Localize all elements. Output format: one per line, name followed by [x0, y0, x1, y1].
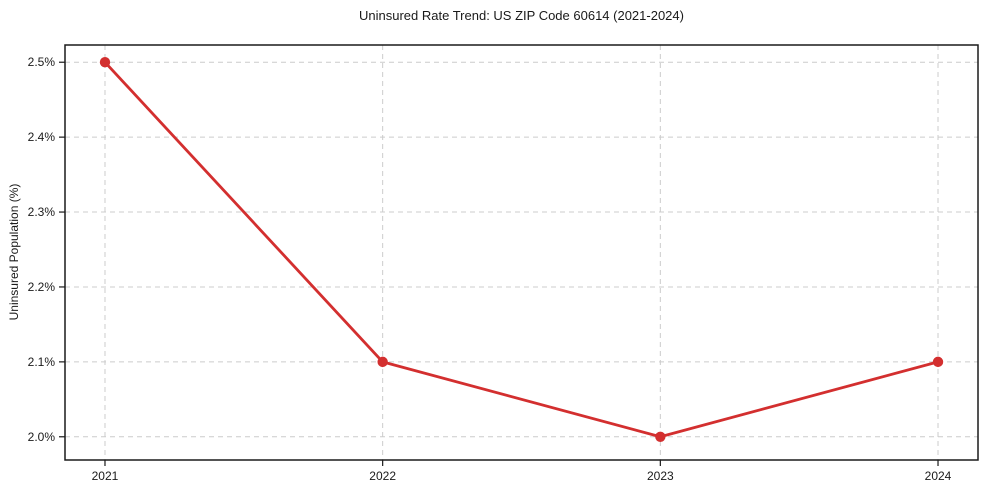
chart-title: Uninsured Rate Trend: US ZIP Code 60614 … — [359, 8, 684, 23]
x-tick-label: 2024 — [925, 469, 952, 483]
y-tick-label: 2.3% — [28, 205, 56, 219]
y-tick-label: 2.5% — [28, 55, 56, 69]
data-point-marker — [932, 356, 944, 368]
y-tick-label: 2.0% — [28, 430, 56, 444]
y-axis-label: Uninsured Population (%) — [7, 183, 21, 321]
x-tick-label: 2023 — [647, 469, 674, 483]
y-tick-label: 2.4% — [28, 130, 56, 144]
y-tick-label: 2.1% — [28, 355, 56, 369]
x-tick-label: 2022 — [369, 469, 396, 483]
data-point-marker — [99, 57, 111, 68]
x-tick-label: 2021 — [92, 469, 119, 483]
trend-line — [103, 60, 940, 439]
data-point-marker — [377, 356, 388, 368]
axis-border — [64, 44, 979, 461]
y-tick-label: 2.2% — [28, 280, 56, 294]
data-point-marker — [655, 431, 666, 442]
